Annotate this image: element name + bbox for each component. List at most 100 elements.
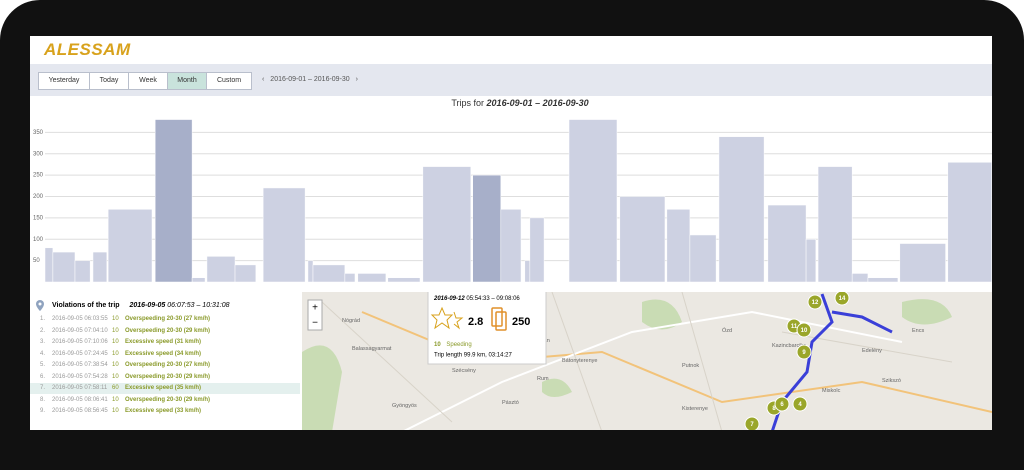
y-tick-label: 350 [33,130,44,136]
popup-trip: Trip length 99.9 km, 03:14:27 [434,353,512,359]
marker-label: 7 [750,422,754,428]
marker-label: 14 [839,296,846,302]
zoom-control: + − [307,299,323,331]
violation-time: 2016-09-05 08:56:45 [52,408,108,414]
pin-icon [36,300,44,311]
logo[interactable]: ALESSAM [44,40,131,59]
violation-text: Excessive speed (34 km/h) [125,350,202,357]
violation-text: Excessive speed (31 km/h) [125,339,202,345]
zoom-box [307,299,323,331]
place-label: Miskolc [822,388,841,394]
prev-arrow[interactable]: ‹ [262,76,265,83]
violation-row[interactable]: 6. 2016-09-05 07:54:28 10 Overspeeding 20-3… [30,372,300,383]
marker-label: 9 [802,350,806,356]
violation-n: 9. [40,408,46,414]
period-button[interactable]: Yesterday [38,72,90,90]
bar [947,162,992,283]
bar [500,209,522,283]
violation-count: 10 [112,396,119,403]
bar [191,277,206,283]
violations-header: Violations of the trip 2016-09-05 06:07:… [52,302,230,309]
period-button[interactable]: Today [89,72,129,90]
violation-row[interactable]: 2. 2016-09-05 07:04:10 10 Overspeeding 20-3… [30,326,300,337]
violation-count: 10 [112,350,119,357]
popup-violation: 10 Speeding [434,342,472,348]
violations-panel: Violations of the trip 2016-09-05 06:07:… [30,292,300,430]
bar [206,256,236,283]
violation-text: Overspeeding 20-30 (27 km/h) [125,362,211,368]
violation-n: 2. [40,327,46,334]
bar [817,166,853,283]
violation-text: Overspeeding 20-30 (27 km/h) [125,316,211,322]
places: NógrádBalassagyarmatSzécsénySalgótarjánB… [342,318,924,412]
marker-label: 4 [798,402,802,408]
next-arrow[interactable]: › [355,76,358,83]
violations-date: 2016-09-05 [129,302,166,309]
bar [262,187,306,283]
bar [387,277,421,283]
violation-time: 2016-09-05 07:24:45 [52,350,108,357]
screen: ALESSAM Yesterday Today Week Month Custom ‹ … [30,36,992,430]
period-button[interactable]: Custom [206,72,252,90]
y-tick-label: 100 [33,237,44,243]
forest [542,378,572,397]
violation-n: 3. [40,339,46,345]
forest [902,299,952,325]
marker [796,322,812,338]
zoom-in[interactable]: + [312,303,318,314]
violation-row[interactable]: 1. 2016-09-05 06:03:55 10 Overspeeding 20-3… [30,314,300,325]
violation-time: 2016-09-05 07:38:54 [52,362,108,368]
violation-row[interactable]: 8. 2016-09-05 08:06:41 10 Overspeeding 20-3… [30,395,300,406]
violation-row[interactable]: 3. 2016-09-05 07:10:06 10 Excessive speed (… [30,337,300,348]
bar [472,174,502,283]
bar [107,209,153,283]
stars-icon [430,306,464,330]
popup-violation-count: 10 [434,342,441,348]
place-label: Rum [537,376,549,382]
chart-title: Trips for 2016-09-01 – 2016-09-30 [451,98,588,108]
bar [44,247,54,283]
violation-n: 4. [40,350,46,357]
range-text: 2016-09-01 – 2016-09-30 [270,76,350,83]
place-label: Gyöngyös [392,403,417,409]
violation-count: 10 [112,373,119,380]
violation-row[interactable]: 5. 2016-09-05 07:38:54 10 Overspeeding 20-3… [30,360,300,371]
zoom-out[interactable]: − [312,318,318,329]
bar [524,260,531,283]
place-label: Szécsény [452,368,476,374]
toolbar: Yesterday Today Week Month Custom ‹ 2016-09-… [30,64,992,96]
popup-box [427,292,547,365]
period-button[interactable]: Month [167,72,207,90]
violation-count: 10 [112,327,119,334]
violation-row[interactable]: 4. 2016-09-05 07:24:45 10 Excessive speed (… [30,349,300,360]
map[interactable]: NógrádBalassagyarmatSzécsénySalgótarjánB… [302,292,992,430]
violations-times: 06:07:53 – 10:31:08 [167,302,230,309]
marker [834,292,850,306]
marker [807,294,823,310]
popup-header: 2016-09-12 05:54:33 – 09:08:06 [433,296,520,302]
violation-row[interactable]: 7. 2016-09-05 07:58:11 60 Excessive speed (… [30,383,300,394]
violation-n: 8. [40,396,46,403]
bar [689,234,717,283]
violation-text: Overspeeding 20-30 (29 km/h) [125,373,211,380]
popup-score: 2.8 [468,316,483,328]
violation-row[interactable]: 9. 2016-09-05 08:56:45 10 Excessive speed (… [30,406,300,417]
marker-label: 8 [772,406,776,412]
bar [867,277,899,283]
y-tick-label: 150 [33,215,44,221]
violation-time: 2016-09-05 06:03:55 [52,316,108,322]
place-label: Balassagyarmat [352,346,392,352]
popup-date: 2016-09-12 [433,296,465,302]
bar [312,264,346,283]
violation-time: 2016-09-05 07:10:06 [52,339,108,345]
violation-count: 10 [112,316,119,322]
popup-violation-text: Speeding [446,342,471,348]
place-label: Szikszó [882,378,901,384]
violations-title: Violations of the trip [52,302,120,309]
title-text: Trips for [451,98,484,108]
violation-n: 7. [40,385,46,391]
period-button[interactable]: Week [128,72,168,90]
trip-popup: 2016-09-12 05:54:33 – 09:08:06 2.8 250 1… [427,292,547,365]
road [321,292,953,430]
